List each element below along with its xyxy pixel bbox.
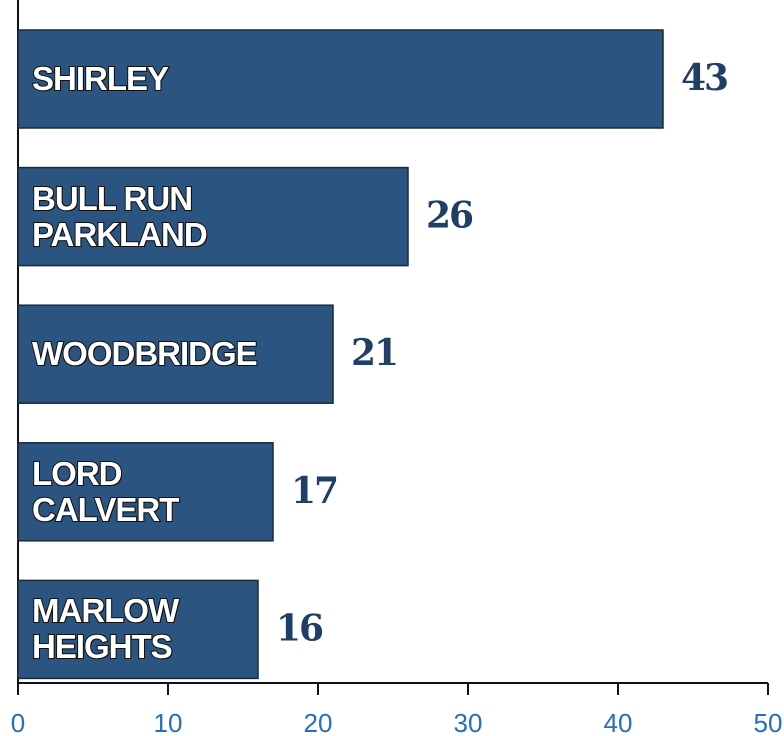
bar [17,304,334,404]
category-label: LORD CALVERT [31,454,180,528]
x-tick-label: 50 [754,708,783,736]
category-label: MARLOW HEIGHTS [31,592,180,666]
bar [17,579,259,680]
category-label: SHIRLEY [31,60,170,98]
x-tick-label: 20 [304,708,333,736]
x-tick-label: 40 [604,708,633,736]
x-tick-label: 10 [154,708,183,736]
category-label: BULL RUN PARKLAND [31,179,209,253]
x-tick-label: 30 [454,708,483,736]
x-tick-label: 0 [11,708,25,736]
bar [17,166,409,267]
value-label: 26 [426,195,473,237]
bar [17,442,274,542]
value-label: 21 [351,332,397,374]
bar [17,29,664,129]
value-label: 43 [681,57,727,99]
value-label: 17 [291,470,337,512]
category-label: WOODBRIDGE [31,335,259,373]
value-label: 16 [276,607,323,649]
